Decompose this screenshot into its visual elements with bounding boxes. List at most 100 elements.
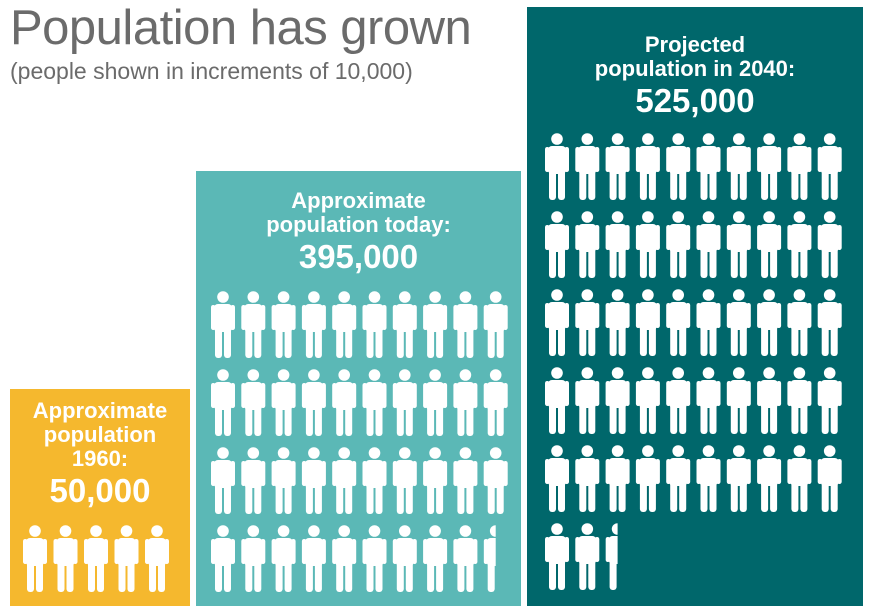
label-today-line-1: Approximate: [291, 188, 426, 213]
2040-person-2: [575, 133, 600, 200]
2040-person-37: [726, 367, 751, 434]
today-person-32: [241, 525, 266, 592]
today-person-1: [211, 291, 235, 358]
2040-person-31: [545, 367, 569, 434]
today-person-22: [241, 447, 266, 514]
2040-person-52: [575, 523, 600, 590]
today-person-5: [332, 291, 357, 358]
today-person-4: [301, 291, 326, 358]
label-today-line-2: population today:: [266, 212, 451, 237]
today-person-35: [332, 525, 357, 592]
panel-today: Approximate population today: 395,000: [196, 171, 521, 606]
today-person-39: [453, 525, 478, 592]
today-person-10: [483, 291, 508, 358]
2040-person-26: [696, 289, 721, 356]
2040-person-3: [605, 133, 630, 200]
today-person-30: [483, 447, 508, 514]
2040-person-47: [726, 445, 751, 512]
today-person-15: [332, 369, 357, 436]
today-person-29: [453, 447, 478, 514]
today-person-20: [483, 369, 508, 436]
2040-person-1: [545, 133, 569, 200]
2040-person-7: [726, 133, 751, 200]
2040-person-38: [757, 367, 782, 434]
today-person-33: [271, 525, 296, 592]
1960-person-1: [23, 525, 47, 592]
today-person-2: [241, 291, 266, 358]
label-2040: Projected population in 2040: 525,000: [527, 33, 863, 121]
today-person-27: [392, 447, 417, 514]
today-person-34: [301, 525, 326, 592]
2040-person-50: [817, 445, 842, 512]
2040-person-27: [726, 289, 751, 356]
2040-person-20: [817, 211, 842, 278]
today-person-13: [271, 369, 296, 436]
1960-person-4: [114, 525, 139, 592]
2040-person-21: [545, 289, 569, 356]
2040-person-43: [605, 445, 630, 512]
2040-person-30: [817, 289, 842, 356]
1960-person-2: [53, 525, 78, 592]
2040-person-36: [696, 367, 721, 434]
today-person-26: [362, 447, 387, 514]
2040-person-14: [635, 211, 660, 278]
page-title: Population has grown: [10, 1, 472, 55]
today-person-36: [362, 525, 387, 592]
2040-person-5: [666, 133, 691, 200]
1960-person-3: [84, 525, 108, 592]
2040-person-18: [757, 211, 782, 278]
today-person-14: [301, 369, 326, 436]
2040-person-46: [696, 445, 721, 512]
2040-person-6: [696, 133, 721, 200]
label-1960-line-2: population: [43, 422, 157, 447]
label-2040-line-2: population in 2040:: [594, 56, 796, 81]
people-1960: [23, 525, 169, 592]
today-person-partial: [483, 525, 496, 592]
today-person-37: [392, 525, 417, 592]
today-person-3: [271, 291, 296, 358]
today-person-7: [392, 291, 417, 358]
2040-person-33: [605, 367, 630, 434]
value-today: 395,000: [298, 238, 419, 275]
2040-person-19: [787, 211, 812, 278]
today-person-38: [423, 525, 448, 592]
2040-person-9: [787, 133, 812, 200]
2040-person-45: [666, 445, 691, 512]
2040-person-41: [545, 445, 569, 512]
2040-person-17: [726, 211, 751, 278]
2040-person-28: [757, 289, 782, 356]
label-today: Approximate population today: 395,000: [196, 189, 521, 277]
2040-person-35: [666, 367, 691, 434]
today-person-23: [271, 447, 296, 514]
today-person-9: [453, 291, 478, 358]
2040-person-51: [545, 523, 569, 590]
2040-person-10: [817, 133, 842, 200]
2040-person-4: [635, 133, 660, 200]
2040-person-11: [545, 211, 569, 278]
panel-1960: Approximate population 1960: 50,000: [10, 389, 190, 606]
2040-person-13: [605, 211, 630, 278]
today-person-8: [423, 291, 448, 358]
today-person-25: [332, 447, 357, 514]
1960-person-5: [145, 525, 169, 592]
today-person-21: [211, 447, 235, 514]
today-person-28: [423, 447, 448, 514]
2040-person-12: [575, 211, 600, 278]
today-person-12: [241, 369, 266, 436]
people-today: [211, 291, 508, 592]
2040-person-49: [787, 445, 812, 512]
2040-person-48: [757, 445, 782, 512]
2040-person-24: [635, 289, 660, 356]
label-1960: Approximate population 1960: 50,000: [10, 399, 190, 511]
value-1960: 50,000: [49, 472, 151, 509]
2040-person-44: [635, 445, 660, 512]
today-person-17: [392, 369, 417, 436]
2040-person-25: [666, 289, 691, 356]
page-subtitle: (people shown in increments of 10,000): [10, 58, 413, 84]
panel-2040: Projected population in 2040: 525,000: [527, 7, 863, 606]
2040-person-40: [817, 367, 842, 434]
label-2040-line-1: Projected: [644, 32, 746, 57]
2040-person-42: [575, 445, 600, 512]
2040-person-32: [575, 367, 600, 434]
today-person-19: [453, 369, 478, 436]
